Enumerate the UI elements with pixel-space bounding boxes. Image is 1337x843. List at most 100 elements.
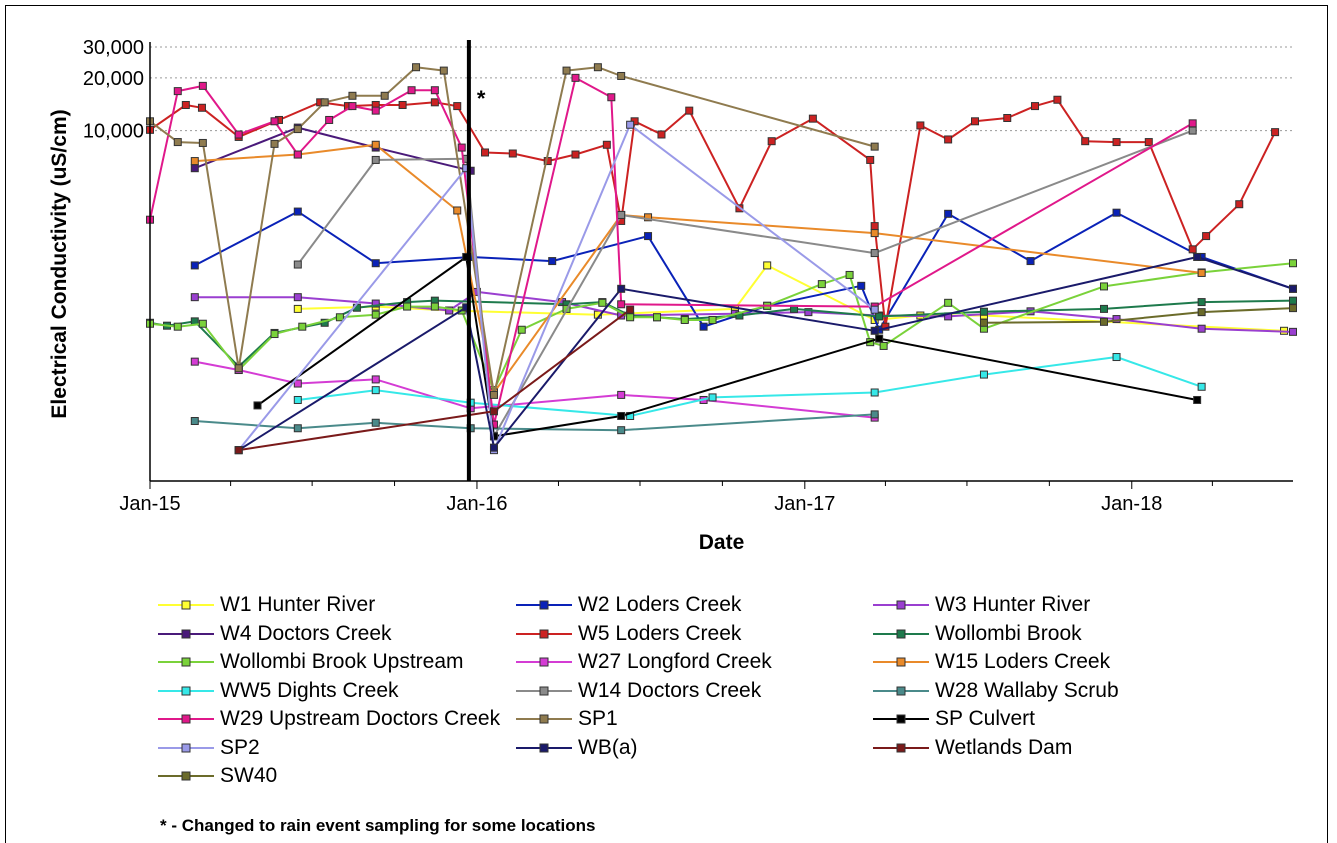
legend-label: W15 Loders Creek [935,650,1111,674]
data-point-4-26 [916,121,925,130]
y-tick-label: 10,000 [83,121,144,143]
data-point-1-0 [190,261,199,270]
data-point-7-3 [371,375,380,384]
data-point-8-8 [1197,268,1206,277]
chart-frame [5,5,1328,843]
data-point-11-0 [190,417,199,426]
data-point-7-5 [617,390,626,399]
data-point-12-6 [325,115,334,124]
data-point-4-19 [685,106,694,115]
data-point-8-6 [644,213,653,222]
data-point-14-5 [1193,395,1202,404]
x-tick-label: Jan-18 [1101,493,1162,515]
data-point-13-2 [198,138,207,147]
series-line-7 [194,360,875,419]
data-point-10-4 [617,210,626,219]
legend-label: W28 Wallaby Scrub [935,678,1119,702]
data-point-6-2 [198,319,207,328]
legend-item: Wollombi Brook [873,620,1293,649]
legend-item: Wollombi Brook Upstream [158,648,516,677]
x-axis-title: Date [699,531,745,554]
x-tick-label: Jan-16 [446,493,507,515]
data-point-4-21 [767,137,776,146]
legend-label: W3 Hunter River [935,593,1091,617]
data-point-14-4 [875,334,884,343]
data-point-4-37 [1235,200,1244,209]
data-point-6-5 [298,322,307,331]
data-point-12-5 [293,150,302,159]
data-point-6-1 [173,322,182,331]
series-line-12 [149,76,1194,426]
data-point-13-6 [320,98,329,107]
data-point-1-4 [548,257,557,266]
legend-swatch [516,743,572,753]
data-point-4-12 [508,149,517,158]
legend-swatch [158,714,214,724]
data-point-9-0 [293,395,302,404]
data-point-5-17 [979,307,988,316]
data-point-12-3 [234,130,243,139]
legend-swatch [158,743,214,753]
legend-swatch [873,657,929,667]
data-point-9-5 [870,388,879,397]
data-point-1-8 [857,281,866,290]
data-point-17-2 [626,305,635,314]
y-tick-label: 30,000 [83,37,144,59]
data-point-4-31 [1053,95,1062,104]
legend-item: SP1 [516,705,873,734]
series-line-5 [149,299,1294,368]
data-point-6-26 [1099,282,1108,291]
data-point-0-5 [763,261,772,270]
legend-swatch [873,600,929,610]
data-point-5-20 [1289,296,1297,305]
data-point-4-14 [571,150,580,159]
legend-swatch [873,743,929,753]
data-point-4-8 [398,100,407,109]
legend-label: W5 Loders Creek [578,621,742,645]
data-point-2-14 [1289,327,1297,336]
legend-label: Wollombi Brook [935,621,1082,645]
data-point-13-15 [870,142,879,151]
data-point-10-1 [371,155,380,164]
legend-item: W29 Upstream Doctors Creek [158,705,516,734]
series-line-8 [194,143,1202,394]
legend-label: SW40 [220,764,278,788]
data-point-8-7 [870,229,879,238]
data-point-14-3 [617,411,626,420]
legend-item: SP2 [158,734,516,763]
data-point-12-2 [198,81,207,90]
data-point-16-6 [1289,284,1297,293]
data-point-4-35 [1188,245,1197,254]
legend-label: W27 Longford Creek [578,650,772,674]
data-point-12-13 [571,73,580,82]
series-line-14 [256,256,1198,438]
data-point-4-38 [1271,128,1280,137]
data-point-6-18 [708,315,717,324]
data-point-1-6 [699,322,708,331]
data-point-14-0 [253,401,262,410]
legend-item: W1 Hunter River [158,591,516,620]
data-point-3-0 [190,164,199,173]
data-point-6-6 [335,313,344,322]
data-point-13-5 [293,125,302,134]
data-point-2-3 [445,306,454,315]
legend-swatch [873,686,929,696]
data-point-15-4 [870,305,879,314]
data-point-2-8 [804,308,813,317]
legend-label: WW5 Dights Creek [220,678,399,702]
data-point-18-1 [1099,317,1108,326]
data-point-4-10 [453,102,462,111]
legend-swatch [516,686,572,696]
data-point-10-0 [293,260,302,269]
data-point-6-14 [598,298,607,307]
data-point-6-23 [879,341,888,350]
data-point-12-15 [617,300,626,309]
data-point-1-5 [644,232,653,241]
data-point-17-1 [489,407,498,416]
legend-label: SP2 [220,735,260,759]
legend-swatch [158,600,214,610]
footnote: * - Changed to rain event sampling for s… [160,816,596,835]
data-point-6-21 [845,270,854,279]
data-point-4-33 [1112,138,1121,147]
data-point-1-12 [1112,208,1121,217]
